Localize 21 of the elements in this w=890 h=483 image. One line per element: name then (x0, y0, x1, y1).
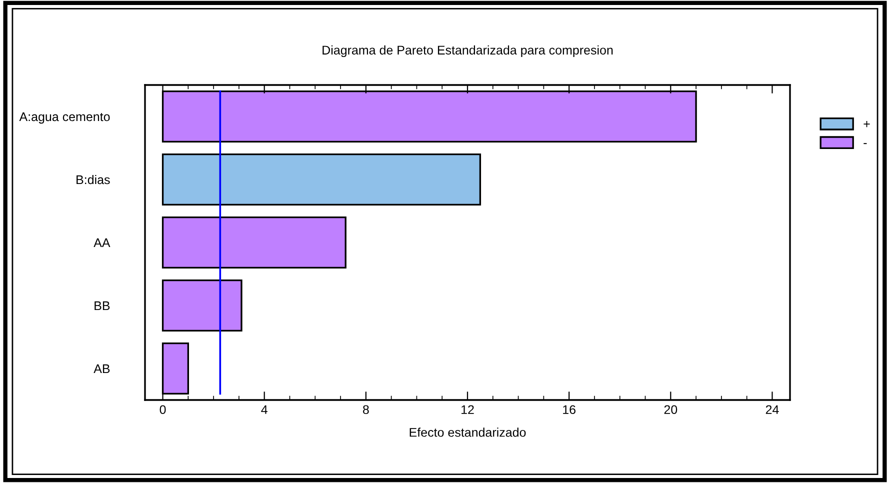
x-tick-label: 4 (261, 405, 268, 414)
x-tick-label: 24 (766, 405, 779, 414)
y-tick-label: BB (94, 301, 110, 310)
y-tick-label: A:agua cemento (19, 112, 110, 124)
chart-title: Diagrama de Pareto Estandarizada para compresion (322, 45, 613, 58)
x-tick-label: 16 (563, 405, 576, 414)
bar (162, 342, 190, 395)
x-tick-label: 12 (462, 405, 474, 414)
y-tick-label: AB (94, 364, 110, 374)
y-tick-label: AA (94, 238, 110, 248)
x-axis-title: Efecto estandarizado (410, 428, 526, 437)
x-tick-label: 20 (664, 405, 678, 414)
bar (162, 153, 482, 206)
legend-label: - (864, 143, 867, 144)
legend-label: + (864, 120, 870, 128)
y-tick-label: B:dias (76, 174, 110, 184)
bar (162, 279, 242, 332)
bar (162, 216, 346, 269)
bar (162, 90, 697, 143)
x-tick-label: 0 (160, 405, 166, 414)
x-tick-label: 8 (362, 405, 369, 414)
